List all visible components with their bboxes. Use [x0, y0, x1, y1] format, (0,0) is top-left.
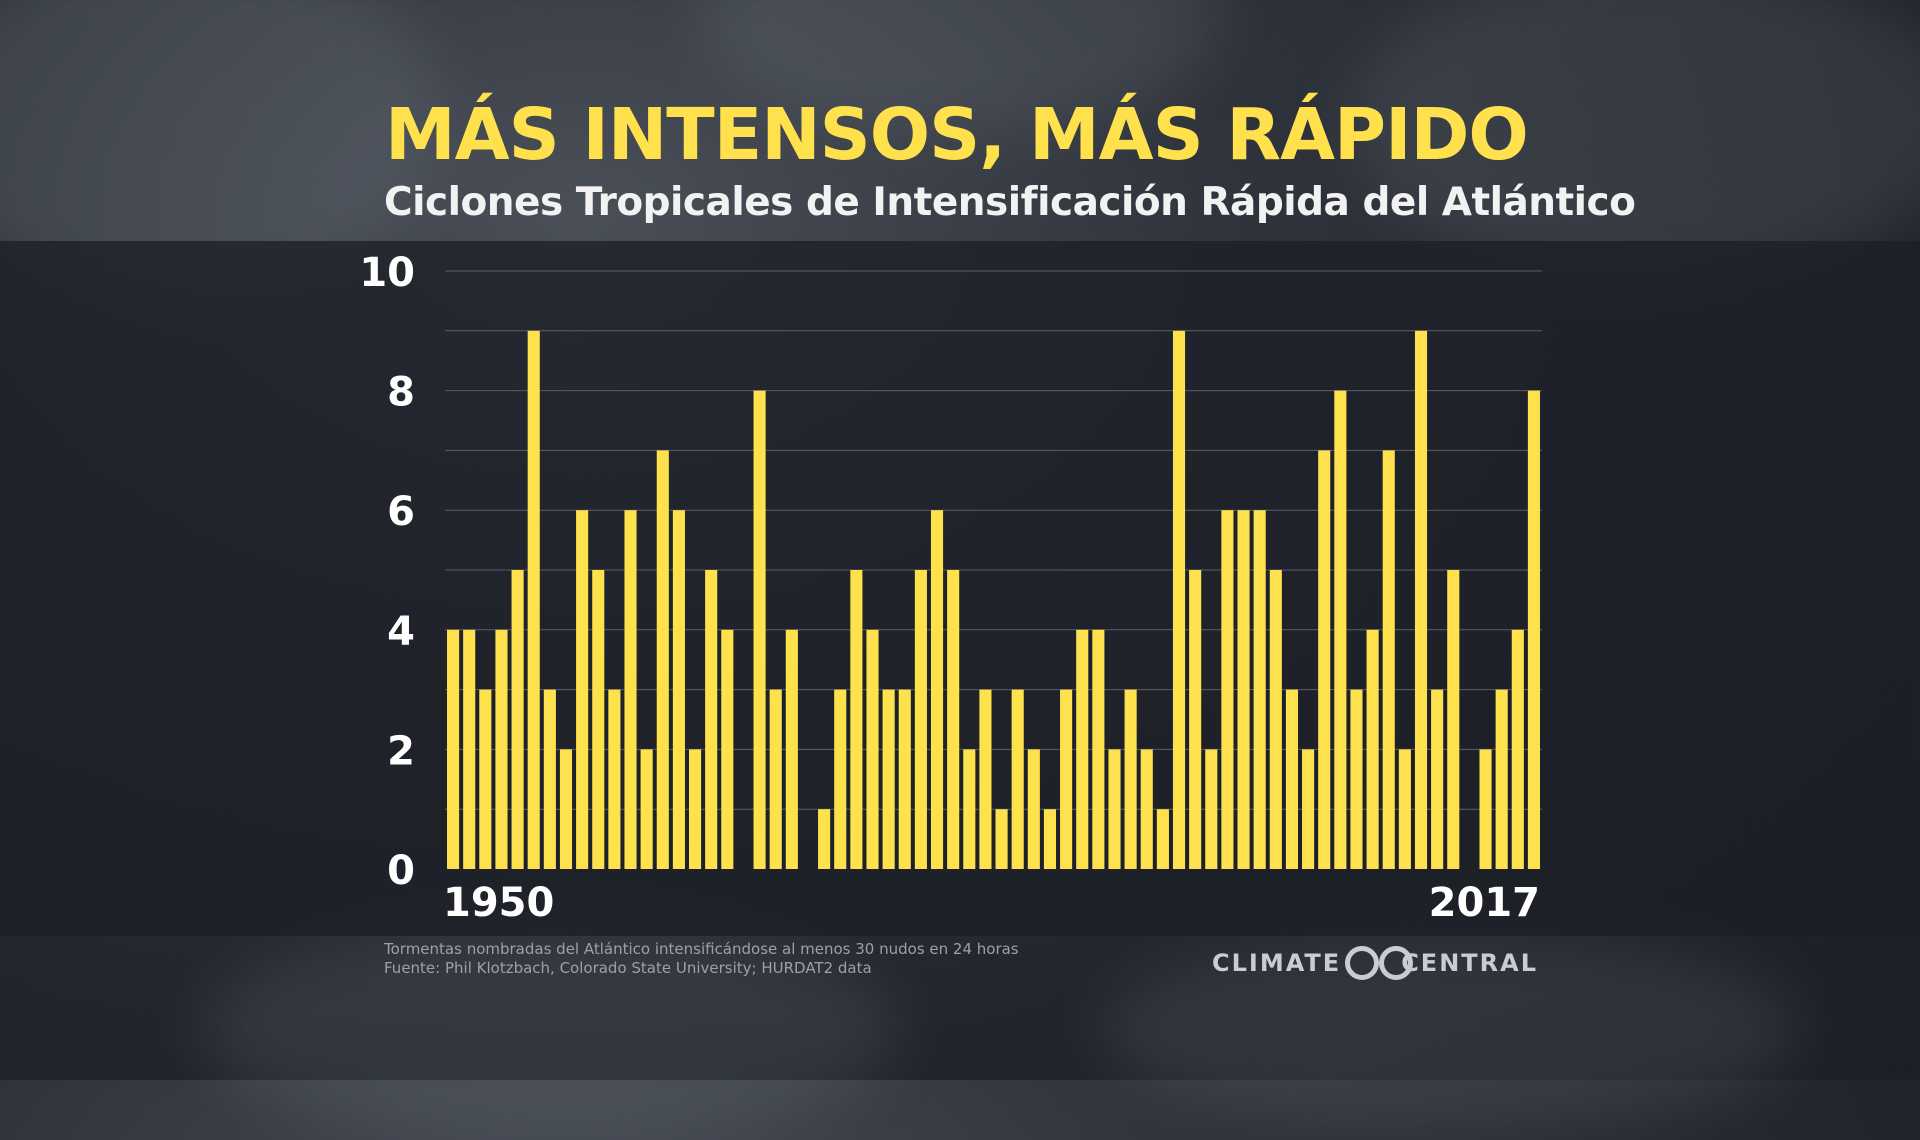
bar-chart: 0 2 4 6 8 10 1950 2017 — [359, 250, 1542, 926]
bar-1956 — [543, 689, 556, 869]
bar-2011 — [1431, 689, 1444, 869]
bar-1991 — [1108, 749, 1121, 869]
logo-rings-icon — [1341, 943, 1414, 983]
bar-1959 — [592, 570, 605, 869]
y-tick-label: 6 — [387, 489, 415, 535]
bar-1970 — [769, 689, 782, 869]
bar-1973 — [818, 809, 831, 869]
bar-1963 — [656, 450, 669, 869]
bar-1979 — [914, 570, 927, 869]
bar-1962 — [640, 749, 653, 869]
bar-1995 — [1172, 330, 1186, 869]
chart-footnote: Tormentas nombradas del Atlántico intens… — [384, 940, 1019, 978]
x-end-label: 2017 — [1429, 880, 1540, 926]
bar-1964 — [672, 510, 685, 869]
bar-1971 — [785, 629, 798, 869]
bar-1988 — [1060, 689, 1073, 869]
bar-2000 — [1253, 510, 1266, 869]
bar-1984 — [995, 809, 1008, 869]
bar-1983 — [979, 689, 992, 869]
bar-1985 — [1011, 689, 1024, 869]
bar-1974 — [834, 689, 847, 869]
bar-1990 — [1092, 629, 1105, 869]
climate-central-logo: CLIMATE CENTRAL — [1212, 942, 1538, 984]
bar-1965 — [689, 749, 702, 869]
cloud-texture — [1350, 0, 1920, 280]
bar-1982 — [963, 749, 976, 869]
bar-1967 — [721, 629, 734, 869]
bar-2006 — [1350, 689, 1363, 869]
bar-1999 — [1237, 510, 1250, 869]
bar-1955 — [527, 330, 540, 869]
bar-1950 — [447, 629, 460, 869]
footnote-line-1: Tormentas nombradas del Atlántico intens… — [384, 940, 1019, 958]
chart-title: MÁS INTENSOS, MÁS RÁPIDO — [385, 93, 1529, 176]
bar-2002 — [1285, 689, 1298, 869]
y-axis-labels: 0 2 4 6 8 10 — [359, 250, 415, 894]
bar-2001 — [1269, 570, 1282, 869]
bar-1980 — [930, 510, 944, 869]
bar-1954 — [511, 570, 524, 869]
bar-2014 — [1479, 749, 1492, 869]
y-tick-label: 0 — [387, 848, 415, 894]
bar-1952 — [479, 689, 492, 869]
bar-1977 — [882, 689, 895, 869]
chart-subtitle: Ciclones Tropicales de Intensificación R… — [384, 180, 1636, 225]
bar-1975 — [850, 570, 863, 869]
y-tick-label: 4 — [387, 609, 415, 655]
bar-1994 — [1156, 809, 1169, 869]
bar-2016 — [1511, 629, 1524, 869]
bar-1976 — [866, 629, 879, 869]
bar-1993 — [1140, 749, 1153, 869]
bar-2012 — [1447, 570, 1460, 869]
y-tick-label: 8 — [387, 370, 415, 416]
bar-1987 — [1043, 809, 1057, 869]
bar-2017 — [1527, 390, 1540, 869]
bar-2005 — [1334, 390, 1347, 869]
y-tick-label: 2 — [387, 728, 415, 774]
bar-1953 — [495, 629, 508, 869]
bar-2009 — [1398, 749, 1411, 869]
bar-2007 — [1366, 629, 1379, 869]
bar-1989 — [1076, 629, 1089, 869]
bars — [447, 330, 1540, 869]
bar-1997 — [1205, 749, 1218, 869]
logo-text-right: CENTRAL — [1401, 949, 1538, 977]
y-tick-label: 10 — [359, 250, 415, 296]
bar-1957 — [559, 749, 573, 869]
bar-1981 — [947, 570, 960, 869]
bar-2004 — [1318, 450, 1331, 869]
bar-1998 — [1221, 510, 1234, 869]
bar-1992 — [1124, 689, 1137, 869]
bar-2008 — [1382, 450, 1395, 869]
bar-1969 — [753, 390, 766, 869]
bar-1951 — [463, 629, 476, 869]
bar-1986 — [1027, 749, 1040, 869]
bar-2015 — [1495, 689, 1508, 869]
bar-1996 — [1189, 570, 1202, 869]
x-start-label: 1950 — [443, 880, 554, 926]
bar-1961 — [624, 510, 637, 869]
bar-2003 — [1302, 749, 1315, 869]
bar-1978 — [898, 689, 911, 869]
bar-1960 — [608, 689, 621, 869]
bar-2010 — [1414, 330, 1428, 869]
chart-panel — [0, 241, 1920, 936]
footnote-line-2: Fuente: Phil Klotzbach, Colorado State U… — [384, 959, 872, 977]
bar-1966 — [705, 570, 718, 869]
bar-1958 — [576, 510, 589, 869]
logo-text-left: CLIMATE — [1212, 949, 1342, 977]
